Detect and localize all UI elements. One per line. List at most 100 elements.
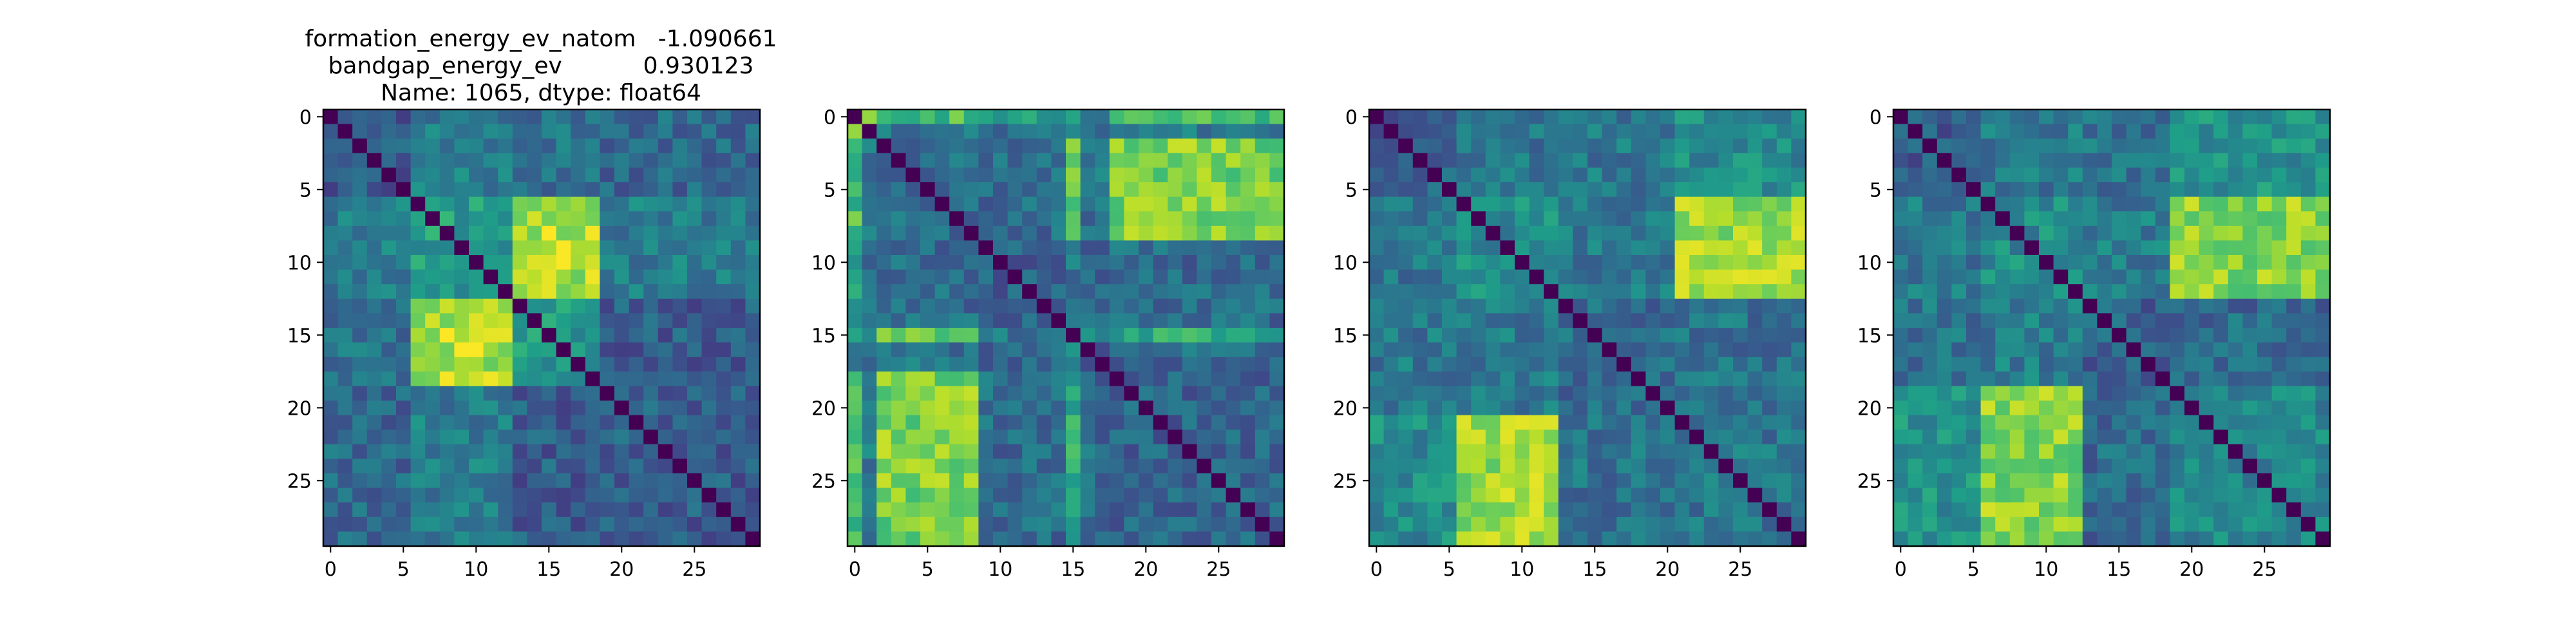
heatmap-cell <box>527 284 542 299</box>
heatmap-cell <box>1226 444 1241 459</box>
heatmap-cell <box>1602 459 1617 474</box>
heatmap-cell <box>1558 328 1573 343</box>
heatmap-cell <box>905 240 921 256</box>
heatmap-cell <box>2126 342 2141 357</box>
heatmap-cell <box>1573 444 1588 459</box>
heatmap-cell <box>1762 488 1777 503</box>
heatmap-cell <box>1587 211 1603 227</box>
heatmap-cell <box>469 357 484 372</box>
heatmap-cell <box>2155 167 2170 183</box>
heatmap-cell <box>658 488 673 503</box>
heatmap-cell <box>1036 459 1052 474</box>
heatmap-cell <box>1412 109 1428 125</box>
heatmap-cell <box>1718 357 1734 372</box>
heatmap-cell <box>1226 328 1241 343</box>
heatmap-cell <box>2097 153 2112 168</box>
heatmap-cell <box>1762 124 1777 139</box>
heatmap-cell <box>2039 328 2054 343</box>
heatmap-cell <box>600 255 615 270</box>
heatmap-cell <box>469 153 484 168</box>
heatmap-cell <box>1689 371 1705 386</box>
heatmap-cell <box>1369 357 1385 372</box>
heatmap-cell <box>381 488 397 503</box>
heatmap-cell <box>1022 357 1037 372</box>
heatmap-cell <box>556 109 571 125</box>
heatmap-cell <box>352 459 368 474</box>
heatmap-cell <box>745 225 761 241</box>
heatmap-cell <box>2170 502 2185 518</box>
heatmap-cell <box>2242 531 2258 547</box>
heatmap-cell <box>1226 502 1241 518</box>
heatmap-cell <box>716 415 732 430</box>
heatmap-cell <box>1168 516 1183 532</box>
heatmap-cell <box>1369 269 1385 285</box>
heatmap-cell <box>1645 138 1661 154</box>
heatmap-cell <box>542 357 557 372</box>
heatmap-cell <box>2126 415 2141 430</box>
heatmap-cell <box>2039 153 2054 168</box>
heatmap-cell <box>687 430 703 445</box>
heatmap-cell <box>1718 401 1734 416</box>
heatmap-cell <box>658 473 673 489</box>
heatmap-cell <box>658 255 673 270</box>
heatmap-cell <box>672 473 688 489</box>
heatmap-cell <box>1007 444 1023 459</box>
heatmap-cell <box>1500 328 1515 343</box>
heatmap-cell <box>2039 502 2054 518</box>
heatmap-cell <box>1631 109 1646 125</box>
heatmap-cell <box>1255 531 1270 547</box>
heatmap-cell <box>2068 328 2083 343</box>
heatmap-cell <box>2257 313 2273 328</box>
heatmap-cell <box>963 196 979 212</box>
heatmap-cell <box>585 255 600 270</box>
heatmap-cell <box>1080 430 1095 445</box>
heatmap-cell <box>1791 415 1806 430</box>
heatmap-cell <box>2300 328 2316 343</box>
heatmap-cell <box>2126 182 2141 198</box>
heatmap-cell <box>1762 342 1777 357</box>
heatmap-cell <box>381 386 397 401</box>
heatmap-cell <box>891 473 906 489</box>
heatmap-cell <box>1602 167 1617 183</box>
heatmap-cell <box>2213 502 2229 518</box>
heatmap-cell <box>1456 255 1472 270</box>
heatmap-cell <box>905 415 921 430</box>
heatmap-cell <box>862 386 877 401</box>
heatmap-cell <box>2184 371 2200 386</box>
heatmap-cell <box>1660 357 1676 372</box>
heatmap-cell <box>1703 371 1719 386</box>
heatmap-cell <box>585 531 600 547</box>
heatmap-cell <box>1383 531 1399 547</box>
heatmap-cell <box>1951 502 1967 518</box>
heatmap-cell <box>2184 124 2200 139</box>
heatmap-cell <box>687 459 703 474</box>
y-tick-label: 10 <box>1857 252 1882 274</box>
heatmap-cell <box>1095 371 1110 386</box>
heatmap-cell <box>1255 401 1270 416</box>
heatmap-cell <box>963 430 979 445</box>
heatmap-cell <box>1383 196 1399 212</box>
heatmap-cell <box>1718 342 1734 357</box>
heatmap-cell <box>1922 182 1938 198</box>
heatmap-cell <box>585 430 600 445</box>
heatmap-cell <box>1066 386 1081 401</box>
heatmap-cell <box>571 182 586 198</box>
heatmap-cell <box>1255 488 1270 503</box>
heatmap-cell <box>1587 357 1603 372</box>
heatmap-cell <box>1197 167 1212 183</box>
heatmap-cell <box>1255 211 1270 227</box>
heatmap-cell <box>512 357 527 372</box>
heatmap-cell <box>1631 284 1646 299</box>
heatmap-cell <box>1066 430 1081 445</box>
heatmap-cell <box>571 284 586 299</box>
heatmap-cell <box>1383 138 1399 154</box>
heatmap-cell <box>848 167 863 183</box>
heatmap-cell <box>1631 138 1646 154</box>
heatmap-cell <box>323 415 339 430</box>
heatmap-cell <box>2126 240 2141 256</box>
heatmap-cell <box>2257 371 2273 386</box>
heatmap-cell <box>527 298 542 314</box>
heatmap-cell <box>498 444 513 459</box>
heatmap-cell <box>2242 357 2258 372</box>
heatmap-cell <box>920 430 936 445</box>
